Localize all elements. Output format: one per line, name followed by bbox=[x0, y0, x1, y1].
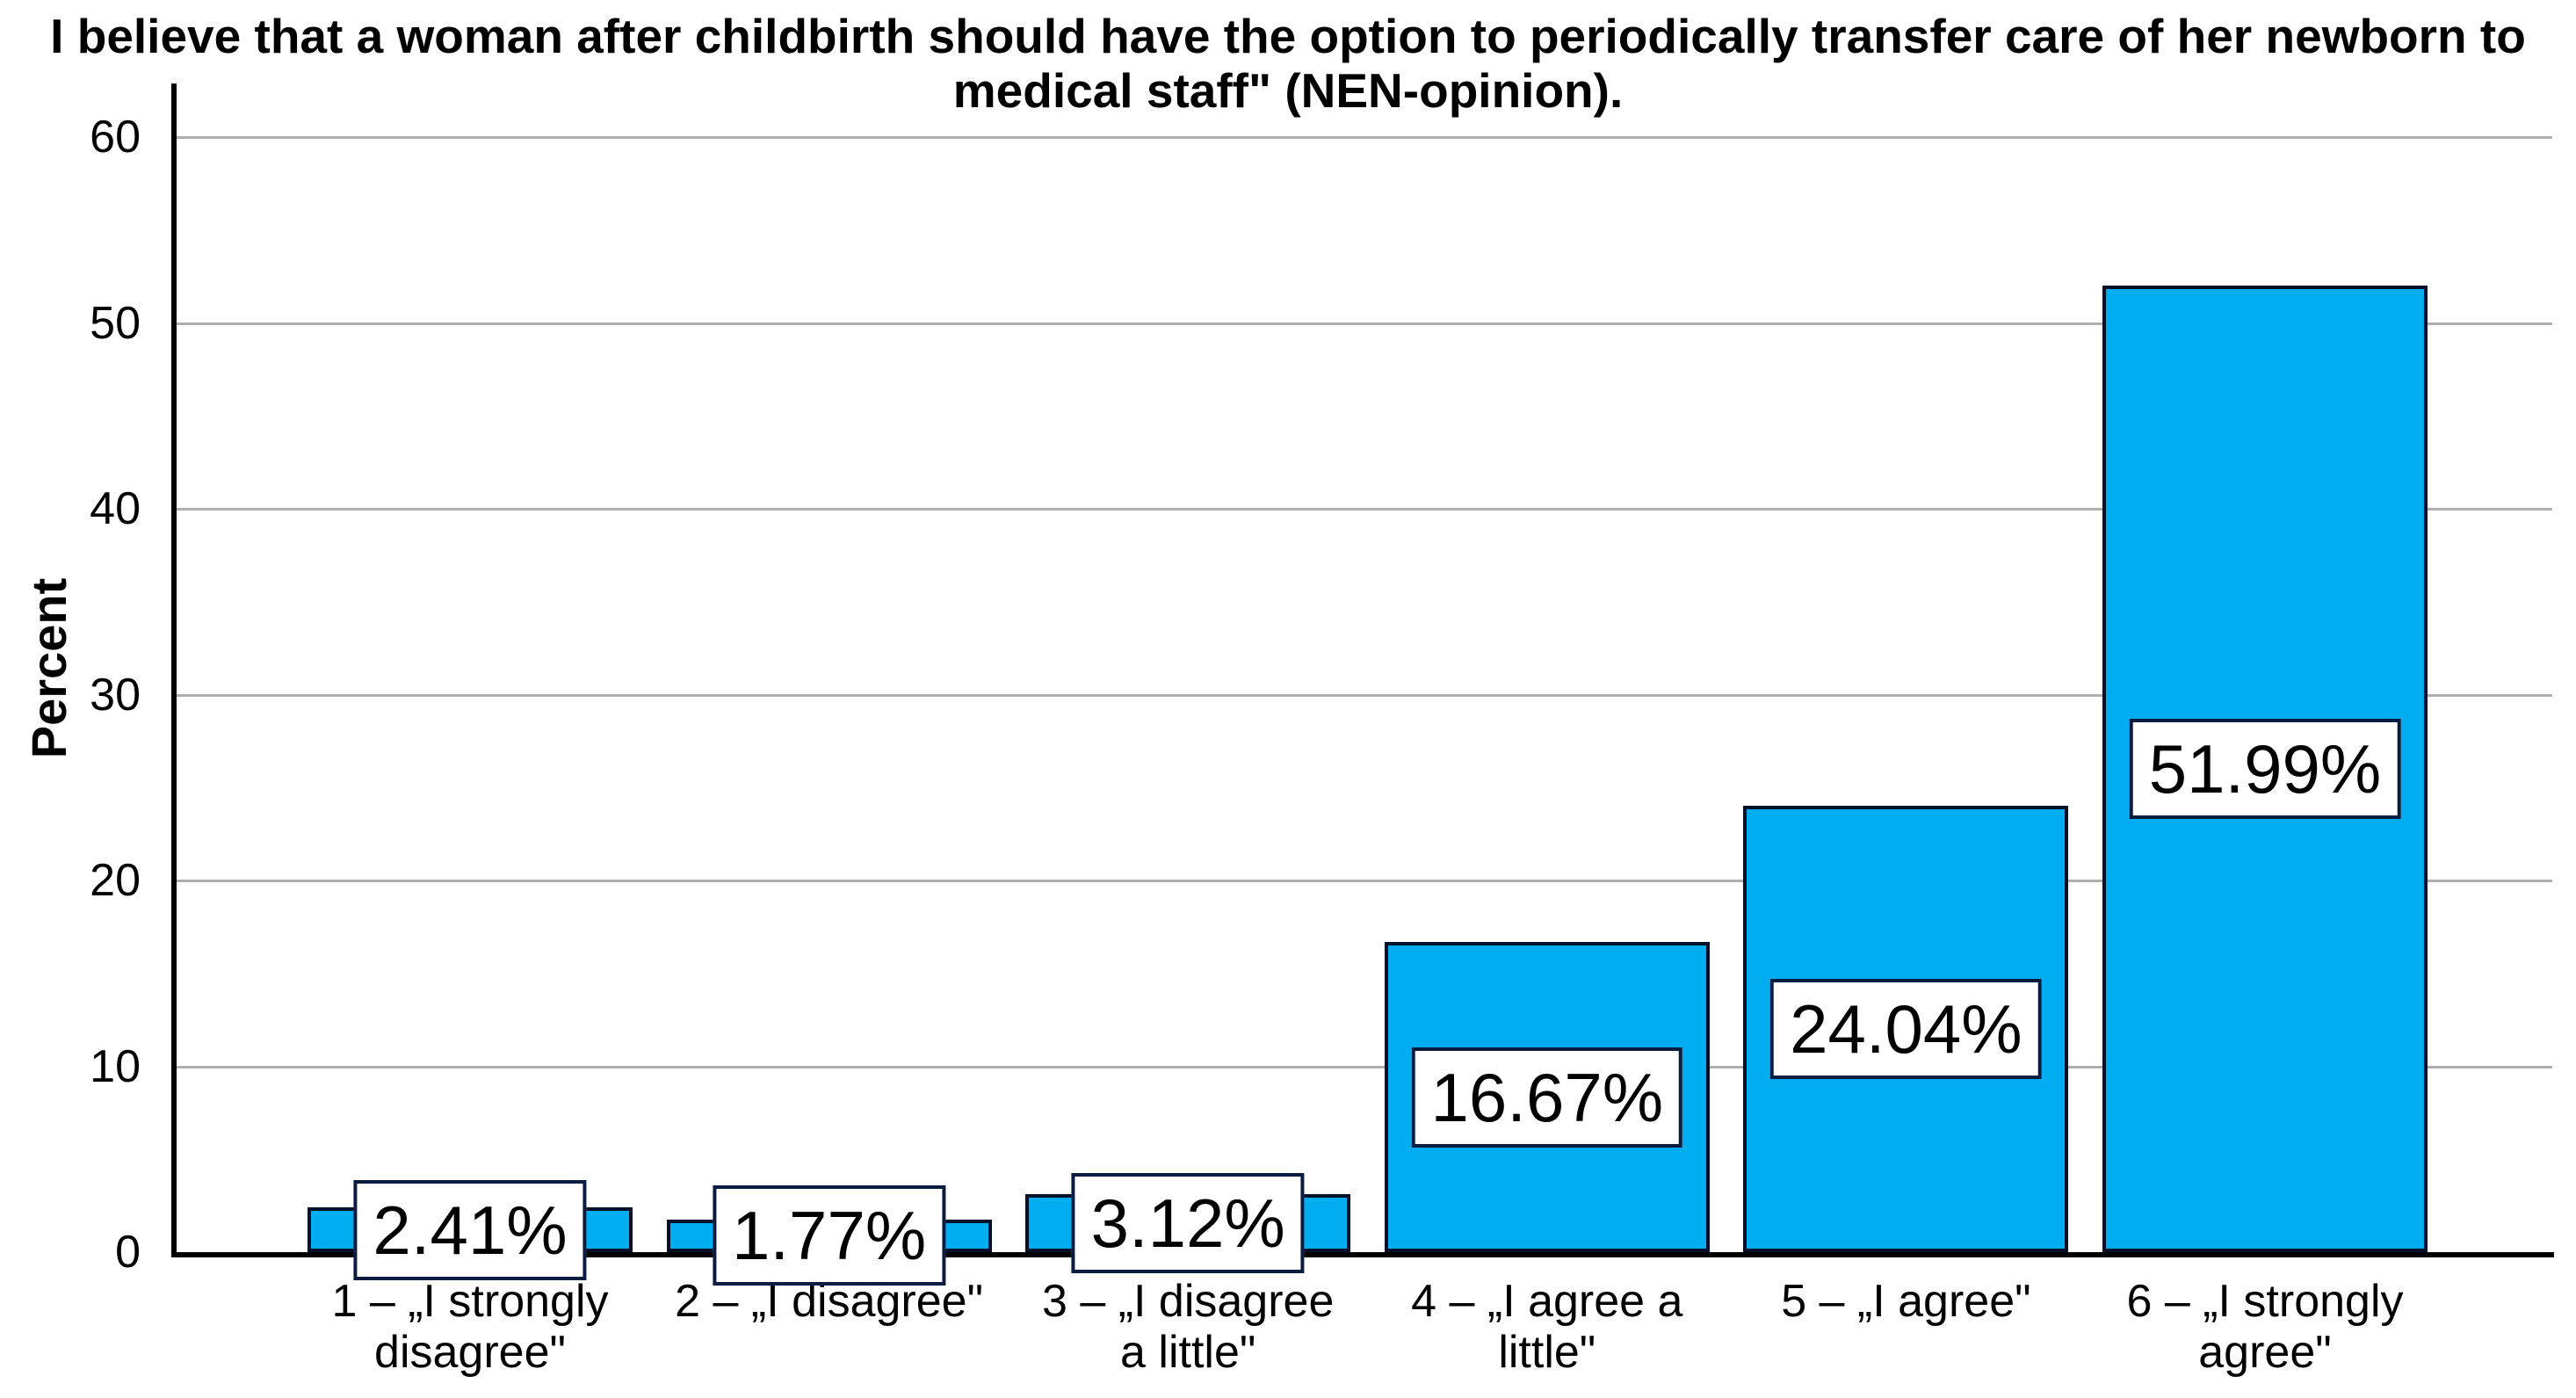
x-category-label-line: 4 – „I agree a bbox=[1411, 1276, 1683, 1327]
y-tick-label: 10 bbox=[90, 1040, 141, 1092]
x-category-label-line: 1 – „I strongly bbox=[331, 1276, 609, 1327]
x-category-label: 4 – „I agree a little" bbox=[1349, 1276, 1746, 1378]
gridline-10 bbox=[171, 1065, 2552, 1068]
y-axis-line bbox=[171, 83, 177, 1257]
x-category-label: 3 – „I disagree a little" bbox=[989, 1276, 1386, 1378]
x-axis-line bbox=[171, 1252, 2554, 1257]
chart-title-line-2: medical staff" (NEN-opinion). bbox=[952, 63, 1624, 118]
value-label: 24.04% bbox=[1770, 978, 2042, 1079]
x-category-label-line: a little" bbox=[1120, 1327, 1256, 1378]
gridline-30 bbox=[171, 693, 2552, 697]
y-tick-label: 40 bbox=[90, 483, 141, 534]
x-category-label-line: 6 – „I strongly bbox=[2126, 1276, 2404, 1327]
x-category-label: 5 – „I agree" bbox=[1707, 1276, 2104, 1327]
x-category-label-line: 5 – „I agree" bbox=[1781, 1276, 2031, 1327]
gridline-60 bbox=[171, 136, 2552, 139]
chart-title: I believe that a woman after childbirth … bbox=[0, 9, 2576, 118]
x-category-label: 6 – „I strongly agree" bbox=[2066, 1276, 2464, 1378]
y-tick-label: 0 bbox=[115, 1227, 141, 1278]
y-tick-label: 30 bbox=[90, 669, 141, 721]
value-label: 51.99% bbox=[2129, 719, 2401, 820]
x-category-label-line: disagree" bbox=[374, 1327, 566, 1378]
gridline-40 bbox=[171, 508, 2552, 511]
x-category-label-line: agree" bbox=[2198, 1327, 2332, 1378]
y-tick-label: 60 bbox=[90, 112, 141, 163]
x-category-label-line: little" bbox=[1498, 1327, 1596, 1378]
chart-title-line-1: I believe that a woman after childbirth … bbox=[50, 9, 2526, 63]
value-label: 16.67% bbox=[1411, 1047, 1683, 1148]
x-category-label-line: 3 – „I disagree bbox=[1041, 1276, 1335, 1327]
x-category-label: 1 – „I strongly disagree" bbox=[271, 1276, 669, 1378]
gridline-50 bbox=[171, 322, 2552, 325]
value-label: 3.12% bbox=[1071, 1173, 1305, 1273]
value-label: 2.41% bbox=[353, 1179, 587, 1280]
y-tick-label: 20 bbox=[90, 855, 141, 906]
value-label: 1.77% bbox=[713, 1185, 946, 1286]
gridline-20 bbox=[171, 880, 2552, 882]
y-tick-label: 50 bbox=[90, 297, 141, 349]
